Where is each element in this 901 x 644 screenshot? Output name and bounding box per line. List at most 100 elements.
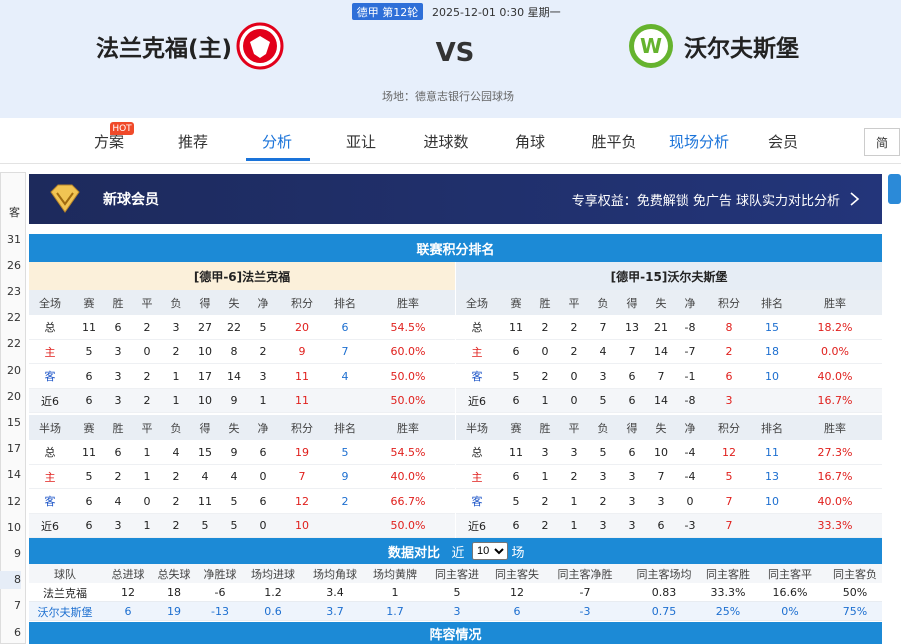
- section-title-bar: [29, 538, 882, 564]
- sidebar-number: 23: [7, 284, 21, 298]
- table-cell: 2: [541, 369, 549, 383]
- column-header: 积分: [718, 421, 740, 435]
- banner-title: 新球会员: [103, 192, 159, 208]
- sidebar: [0, 172, 26, 644]
- table-cell: 40.0%: [817, 494, 853, 508]
- vip-banner[interactable]: [29, 174, 882, 224]
- sidebar-number: 6: [14, 625, 21, 639]
- table-cell: 12: [722, 445, 736, 459]
- compare-column: 球队: [54, 567, 76, 581]
- table-row: [456, 513, 882, 538]
- table-cell: 3: [570, 445, 578, 459]
- table-cell: -3: [684, 519, 696, 533]
- table-cell: 4: [230, 470, 238, 484]
- compare-cell: 75%: [842, 605, 868, 618]
- table-row: [456, 315, 882, 340]
- column-header: 赛: [510, 421, 522, 435]
- table-row: [29, 489, 455, 514]
- compare-column: 同主客负: [833, 567, 877, 581]
- nav-tab[interactable]: 胜平负: [591, 132, 637, 151]
- compare-cell: -13: [211, 605, 229, 618]
- table-cell: 客: [44, 370, 56, 384]
- table-cell: 7: [298, 470, 306, 484]
- table-cell: 54.5%: [390, 445, 426, 459]
- nav-tab[interactable]: 推荐: [177, 132, 208, 151]
- column-header: 积分: [291, 421, 313, 435]
- side-tab[interactable]: [888, 174, 901, 204]
- header-row: [29, 415, 455, 440]
- table-row: [456, 364, 882, 389]
- table-cell: 27: [198, 320, 212, 334]
- table-cell: 1: [172, 394, 180, 408]
- table-cell: 近6: [41, 394, 59, 408]
- column-header: 得: [199, 421, 211, 435]
- table-cell: 11: [82, 445, 96, 459]
- table-cell: 16.7%: [817, 470, 853, 484]
- table-cell: 5: [725, 470, 733, 484]
- table-cell: 3: [172, 320, 180, 334]
- header-row: [29, 290, 455, 315]
- header-row: [456, 415, 882, 440]
- nav-tab[interactable]: 会员: [767, 132, 798, 151]
- column-header: 失: [228, 421, 240, 435]
- compare-column: 场均角球: [313, 567, 357, 581]
- compare-row: [29, 583, 882, 602]
- table-cell: 6: [85, 394, 93, 408]
- compare-header-row: [29, 564, 882, 583]
- nav-tab[interactable]: 进球数: [423, 132, 469, 151]
- column-header: 负: [597, 296, 609, 310]
- column-header: 积分: [291, 296, 313, 310]
- table-cell: 4: [341, 369, 349, 383]
- table-cell: 2: [570, 470, 578, 484]
- table-cell: 15: [198, 445, 212, 459]
- sidebar-number: 7: [14, 599, 21, 613]
- table-cell: 10: [765, 369, 779, 383]
- home-team: 法兰克福(主): [95, 36, 232, 62]
- recent-suffix: 场: [511, 545, 525, 561]
- diamond-icon: [50, 184, 80, 213]
- table-cell: 6: [657, 519, 665, 533]
- table-cell: 14: [227, 369, 241, 383]
- table-cell: 1: [541, 394, 549, 408]
- table-cell: 40.0%: [817, 369, 853, 383]
- table-row: [29, 464, 455, 489]
- nav-tab[interactable]: 角球: [514, 132, 545, 151]
- table-cell: 11: [509, 320, 523, 334]
- table-cell: 7: [725, 519, 733, 533]
- table-cell: 6: [259, 494, 267, 508]
- compare-row: [29, 602, 882, 621]
- table-cell: 8: [230, 345, 238, 359]
- nav-tab[interactable]: 现场分析: [668, 132, 729, 151]
- table-cell: 1: [570, 494, 578, 508]
- table-cell: 21: [654, 320, 668, 334]
- table-row: [456, 339, 882, 364]
- compare-cell: -3: [579, 605, 591, 618]
- table-cell: 1: [541, 470, 549, 484]
- table-cell: 9: [230, 394, 238, 408]
- sidebar-number: 15: [7, 415, 21, 429]
- table-cell: 近6: [468, 519, 486, 533]
- venue: 场地：德意志银行公园球场: [382, 90, 514, 103]
- nav-tab[interactable]: 亚让: [345, 132, 376, 151]
- column-header: 得: [626, 296, 638, 310]
- table-row: [29, 440, 455, 465]
- nav-tab[interactable]: 分析: [261, 132, 292, 151]
- table-cell: 11: [82, 320, 96, 334]
- column-header: 净: [257, 421, 269, 435]
- nav-tab[interactable]: 方案: [93, 132, 124, 151]
- column-header: 排名: [334, 421, 356, 435]
- column-header: 全场: [39, 296, 61, 310]
- table-cell: 总: [44, 446, 56, 460]
- recent-select[interactable]: 10: [472, 542, 508, 560]
- table-row: [456, 489, 882, 514]
- table-cell: 2: [143, 369, 151, 383]
- table-cell: 50.0%: [390, 369, 426, 383]
- table-cell: 总: [471, 321, 483, 335]
- table-cell: 2: [541, 519, 549, 533]
- column-header: 负: [170, 421, 182, 435]
- table-cell: 5: [599, 394, 607, 408]
- table-cell: 6: [512, 470, 520, 484]
- lang-switch[interactable]: 简: [864, 128, 900, 156]
- table-cell: 2: [172, 345, 180, 359]
- sidebar-number: 14: [7, 468, 21, 482]
